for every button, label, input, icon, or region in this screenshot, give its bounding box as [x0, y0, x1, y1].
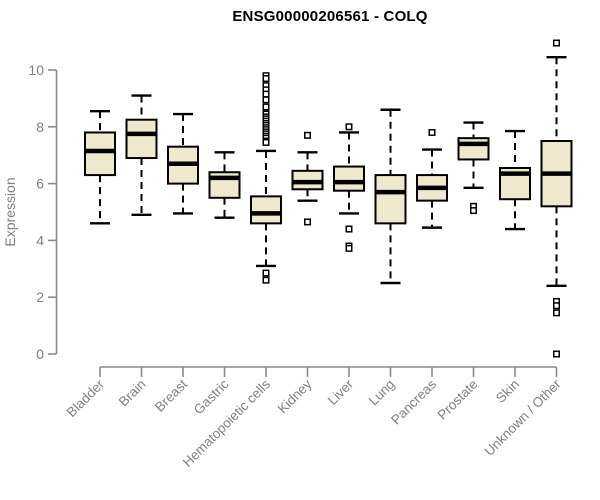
outlier-point: [304, 218, 311, 226]
y-tick-label: 8: [36, 119, 44, 135]
x-tick-label: Bladder: [64, 376, 108, 420]
outlier-point: [553, 350, 560, 358]
x-tick-label: Gastric: [191, 376, 232, 417]
outlier-point: [345, 244, 353, 252]
outlier-point: [262, 103, 270, 111]
outlier-point: [553, 309, 560, 317]
x-tick-label: Unknown / Other: [481, 376, 564, 459]
outlier-point: [345, 225, 353, 233]
x-tick-label: Liver: [325, 376, 357, 408]
y-tick-label: 6: [36, 176, 44, 192]
box-iqr: [457, 137, 490, 161]
x-tick-label: Pancreas: [388, 376, 439, 427]
x-tick-label: Skin: [493, 377, 522, 406]
outlier-point: [553, 39, 560, 47]
outlier-point: [262, 276, 270, 284]
x-tick-label: Breast: [152, 376, 190, 414]
outlier-point: [262, 96, 270, 104]
box-iqr: [374, 174, 407, 225]
y-tick-label: 4: [36, 232, 44, 248]
box-iqr: [250, 195, 282, 225]
outlier-point: [470, 207, 477, 215]
x-tick-label: Lung: [366, 377, 398, 409]
box-iqr: [333, 165, 365, 192]
x-tick-label: Brain: [116, 377, 149, 410]
chart-title: ENSG00000206561 - COLQ: [232, 8, 428, 25]
y-tick-label: 0: [36, 346, 44, 362]
x-tick-label: Kidney: [275, 376, 315, 416]
y-tick-label: 2: [36, 289, 44, 305]
outlier-point: [262, 90, 270, 98]
outlier-point: [553, 302, 560, 310]
outlier-point: [262, 75, 270, 83]
outlier-point: [304, 131, 311, 139]
outlier-point: [345, 123, 353, 131]
outlier-point: [262, 138, 270, 146]
box-iqr: [125, 118, 158, 160]
x-tick-label: Prostate: [434, 377, 480, 423]
y-tick-label: 10: [28, 62, 44, 78]
outlier-point: [428, 128, 436, 136]
outlier-point: [262, 269, 270, 277]
y-axis-title: Expression: [2, 177, 18, 246]
box-iqr: [84, 131, 116, 177]
